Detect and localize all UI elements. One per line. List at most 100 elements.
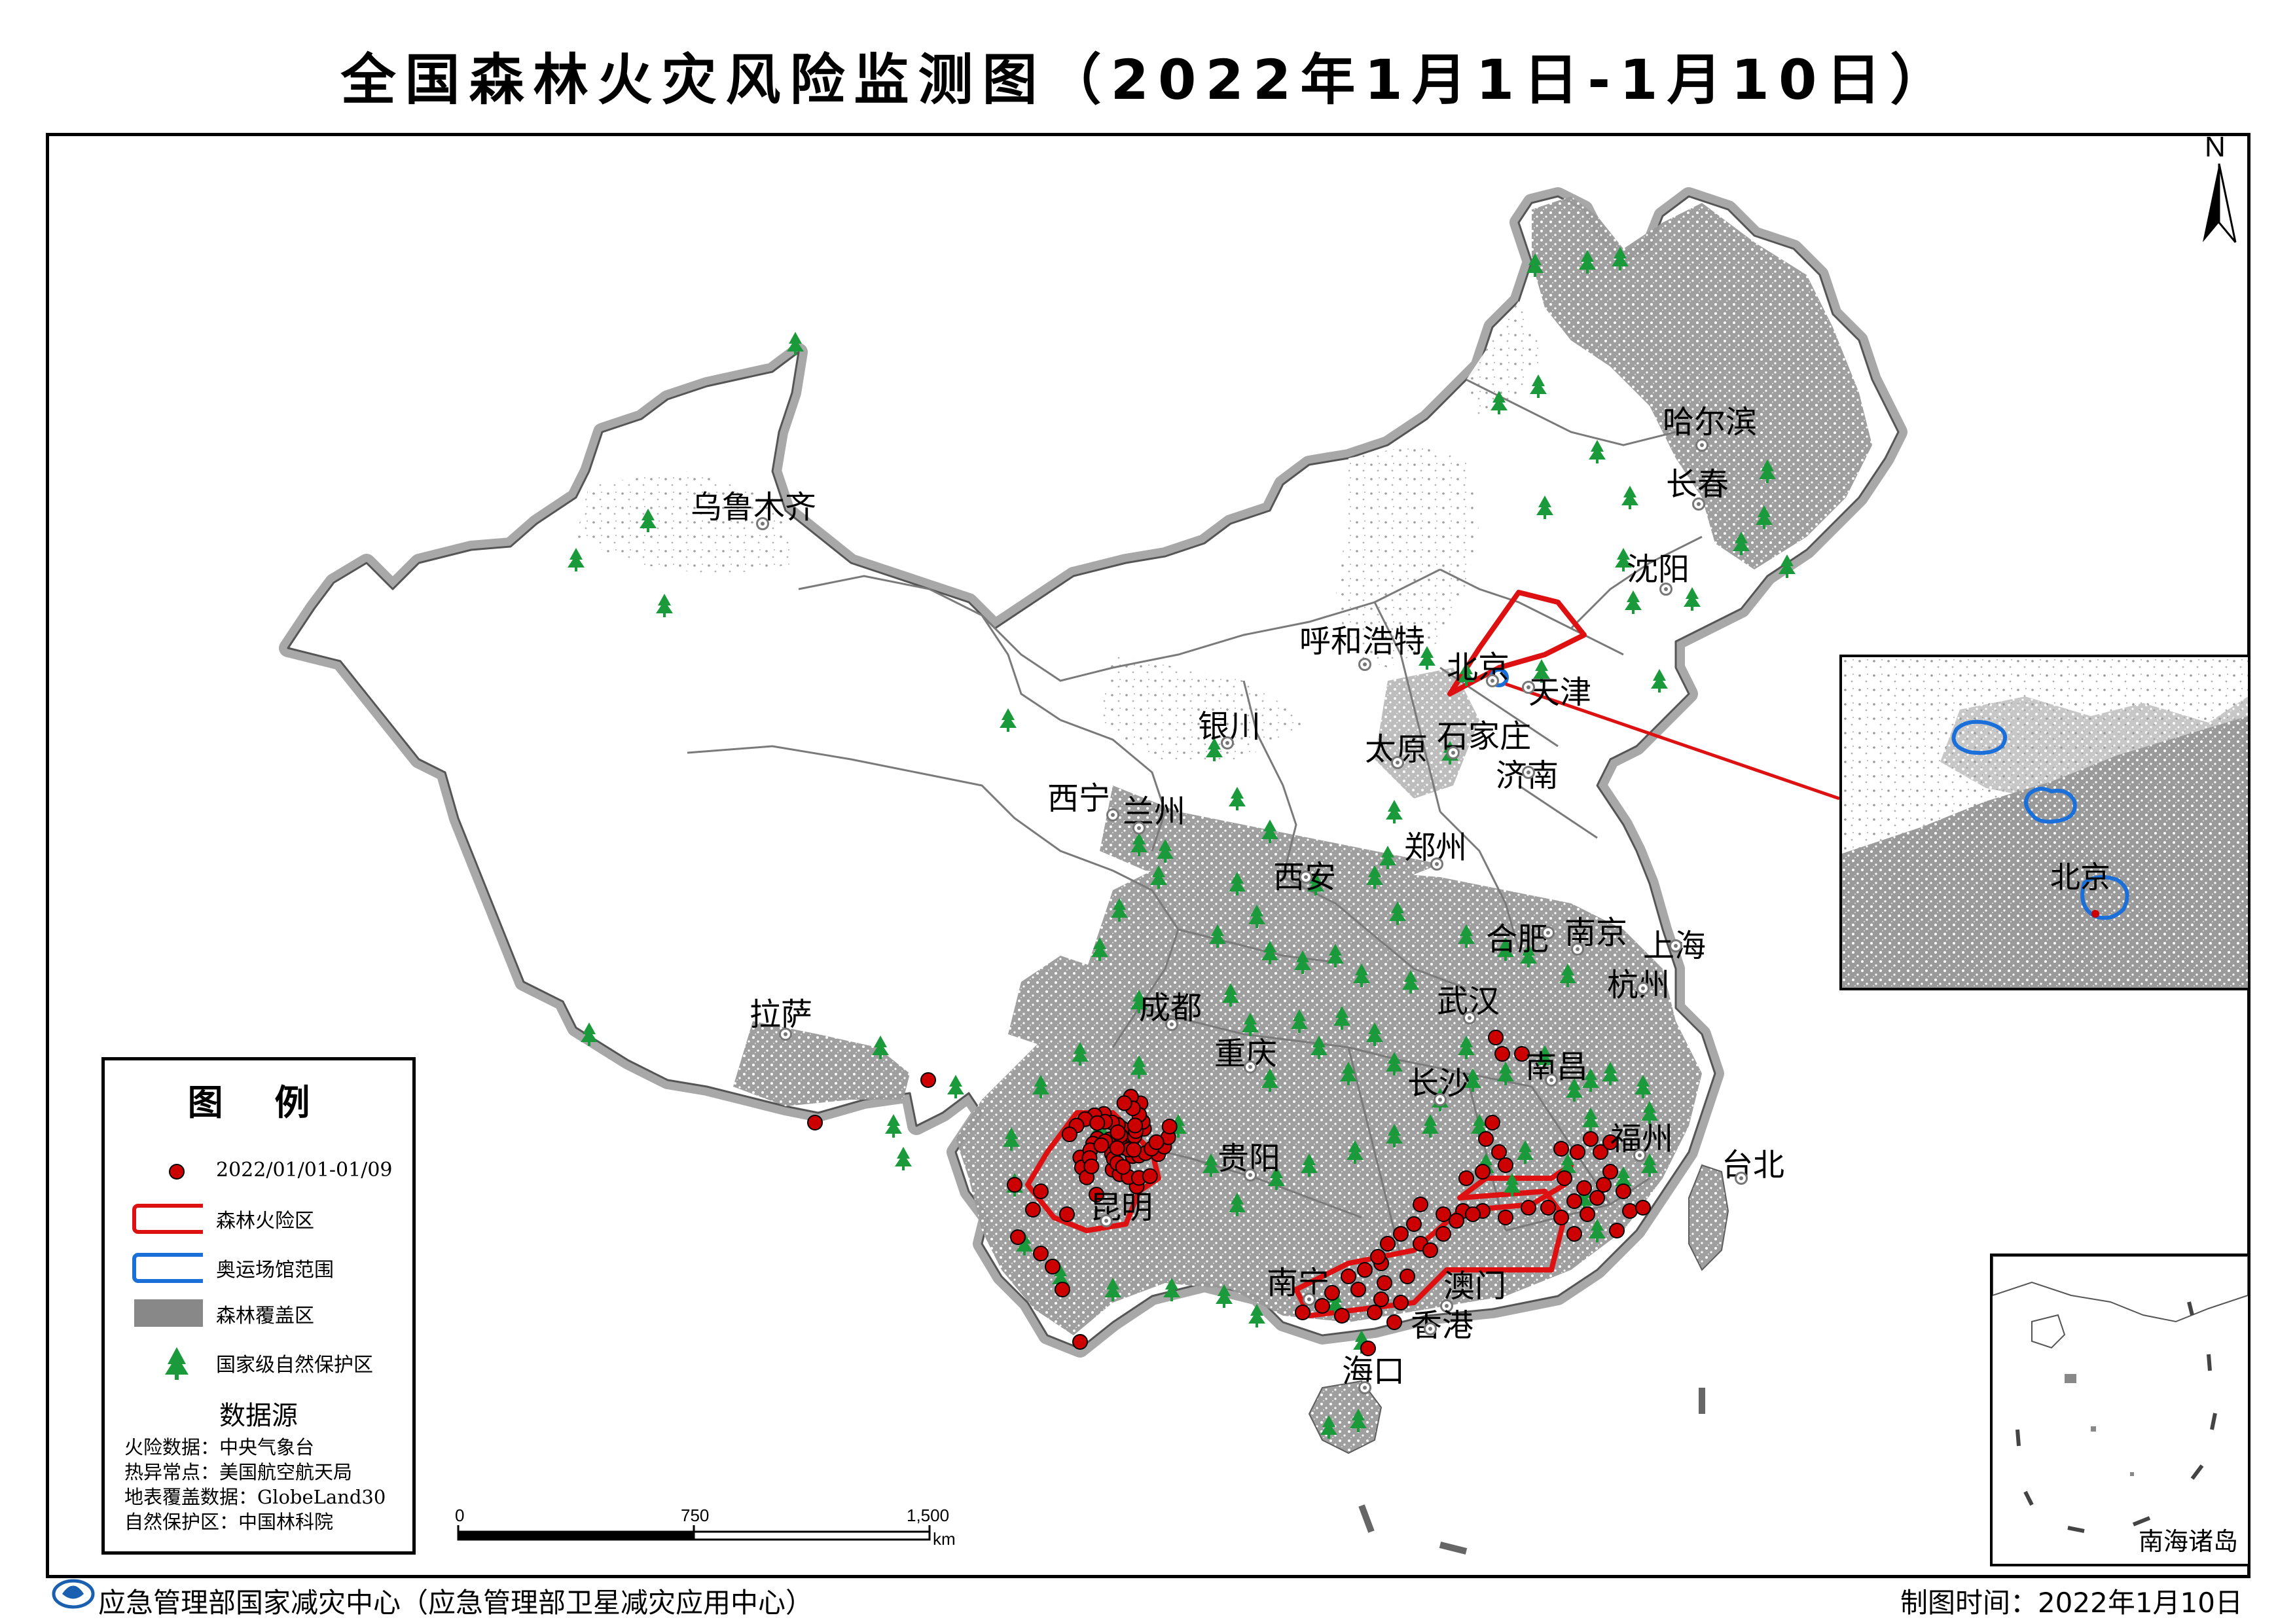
tree-icon <box>1566 1078 1583 1102</box>
hotspot-dot <box>1142 1168 1158 1184</box>
legend-label-olympic: 奥运场馆范围 <box>216 1259 334 1282</box>
tree-icon <box>1759 460 1776 483</box>
hotspot-dot <box>1413 1197 1428 1212</box>
tree-icon <box>1350 1409 1367 1432</box>
tree-icon <box>1016 1232 1033 1255</box>
city-label: 西宁 <box>1047 780 1111 817</box>
hotspot-dot <box>1521 1200 1536 1216</box>
hotspot-dot <box>1059 1206 1075 1222</box>
tree-icon <box>656 594 673 617</box>
tree-icon <box>947 1075 964 1098</box>
tree-icon <box>1261 820 1278 843</box>
nine-dash-line <box>1358 1388 1705 1555</box>
city-label: 兰州 <box>1123 793 1186 830</box>
hotspot-dot <box>1553 1141 1569 1157</box>
tree-icon <box>1353 964 1370 987</box>
legend-source-line: 地表覆盖数据：GlobeLand30 <box>124 1486 386 1508</box>
hotspot-dot <box>1360 1341 1376 1356</box>
hotspot-dot <box>1602 1134 1618 1150</box>
city-label: 沈阳 <box>1627 551 1690 588</box>
city-marker-icon <box>1522 766 1535 779</box>
city-marker-icon <box>1695 439 1708 452</box>
hotspot-dot <box>1475 1164 1491 1180</box>
tree-icon <box>787 332 804 355</box>
tree-icon <box>1536 496 1553 519</box>
hotspot-dot <box>1540 1200 1556 1216</box>
tree-icon <box>1612 247 1629 270</box>
tree-icon <box>1458 662 1475 686</box>
legend-source-line: 火险数据：中央气象台 <box>124 1436 315 1458</box>
city-marker-icon <box>1303 1293 1316 1306</box>
city-marker-icon <box>1440 1299 1453 1312</box>
tree-icon <box>1458 1036 1475 1059</box>
city-label: 天津 <box>1528 674 1592 711</box>
tree-icon <box>640 509 657 532</box>
tree-icon <box>1104 1278 1121 1301</box>
hotspot-dot <box>1334 1308 1350 1324</box>
risk-zone-swatch-icon <box>132 1204 203 1234</box>
hotspot-dot <box>1616 1183 1631 1199</box>
city-label: 南宁 <box>1267 1265 1330 1301</box>
city-label: 香港 <box>1411 1307 1474 1344</box>
tree-icon <box>1216 1284 1233 1308</box>
city-marker-icon <box>779 1028 792 1041</box>
risk-zone-beijing <box>1447 590 1587 696</box>
legend-source-line: 热异常点：美国航空航天局 <box>124 1461 353 1483</box>
hotspot-dot <box>1602 1164 1618 1180</box>
city-marker-icon <box>1221 736 1234 749</box>
city-marker-icon <box>1165 1018 1178 1031</box>
hotspot-dot <box>1566 1193 1582 1209</box>
tree-icon <box>1402 970 1419 994</box>
hotspot-dot <box>1596 1177 1612 1193</box>
hotspot-dot <box>1449 1213 1464 1229</box>
tree-icon <box>1458 924 1475 948</box>
city-label: 长春 <box>1666 466 1729 503</box>
legend-label-hotspot: 2022/01/01-01/09 <box>216 1159 393 1182</box>
beijing-inset-svg <box>1842 657 2248 988</box>
tree-icon <box>1242 1013 1259 1036</box>
hotspot-dot <box>920 1072 936 1088</box>
hotspot-dot <box>1498 1157 1513 1173</box>
tree-icon <box>1091 937 1108 961</box>
hotspot-dot <box>1110 1124 1126 1140</box>
tree-icon <box>1625 590 1642 614</box>
tree-icon <box>1248 905 1265 928</box>
hotspot-dot <box>1370 1249 1386 1265</box>
tree-icon <box>1386 1052 1403 1075</box>
tree-icon <box>1261 941 1278 964</box>
legend-label-forest: 森林覆盖区 <box>216 1305 314 1327</box>
tree-icon <box>1150 865 1167 889</box>
tree-icon <box>1651 669 1668 693</box>
hotspot-dot <box>1350 1282 1366 1297</box>
hotspot-dot <box>1514 1046 1530 1062</box>
tree-icon <box>1641 1153 1658 1177</box>
tree-icon <box>1229 1193 1246 1216</box>
inset-pointer-line <box>1505 682 1840 801</box>
hotspot-dot <box>1491 1144 1507 1160</box>
tree-icon <box>1340 1062 1357 1085</box>
hotspot-dot <box>1083 1158 1100 1174</box>
hotspot-dot <box>1436 1206 1451 1222</box>
map-title: 全国森林火灾风险监测图（2022年1月1日-1月10日） <box>340 48 1955 112</box>
hotspot-dot <box>1570 1144 1585 1160</box>
tree-icon <box>1779 554 1796 578</box>
tree-icon <box>1389 901 1406 925</box>
city-label: 海口 <box>1342 1353 1405 1390</box>
hotspot-dot <box>1465 1206 1481 1222</box>
map-legend: 图 例 2022/01/01-01/09 森林火险区 奥运场馆范围 森林覆盖区 … <box>101 1057 416 1555</box>
hotspot-dot <box>1045 1259 1060 1274</box>
beijing-inset-map: 北京 <box>1839 655 2250 990</box>
tree-icon <box>1229 787 1246 810</box>
tree-icon <box>1536 1045 1553 1069</box>
hotspot-dot <box>1033 1246 1049 1261</box>
city-marker-icon <box>756 517 769 530</box>
hotspot-dot <box>1436 1226 1451 1242</box>
tree-icon <box>1589 1219 1606 1242</box>
legend-row-hotspot: 2022/01/01-01/09 <box>105 1152 412 1191</box>
hotspot-dot <box>1478 1131 1494 1147</box>
city-marker-icon <box>1106 808 1119 821</box>
city-label: 哈尔滨 <box>1663 404 1758 441</box>
footer-date: 制图时间：2022年1月10日 <box>1900 1587 2243 1619</box>
hotspot-dot <box>1072 1334 1088 1350</box>
tree-icon <box>1641 1101 1658 1125</box>
